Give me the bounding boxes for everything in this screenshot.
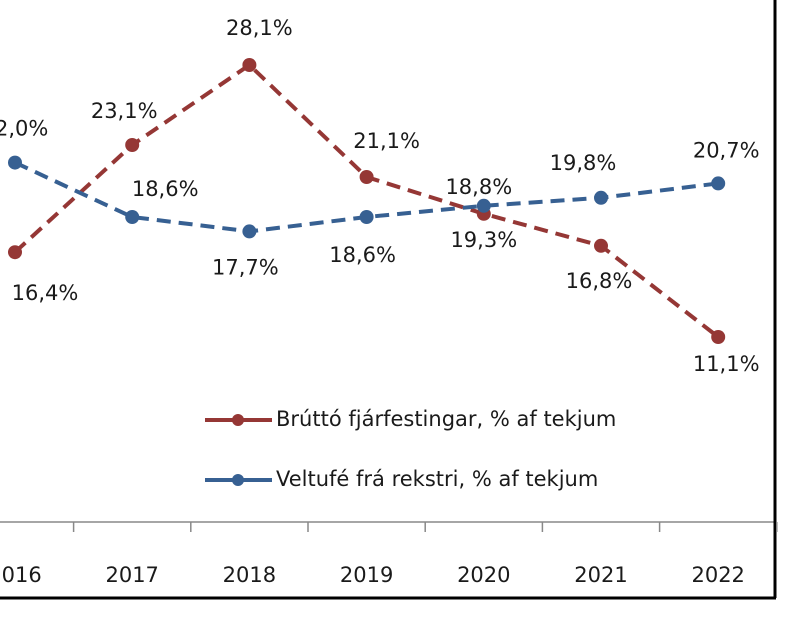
marker: [711, 330, 726, 344]
data-label: 11,1%: [693, 352, 760, 376]
data-label: 18,6%: [132, 177, 199, 201]
data-label: 16,4%: [12, 281, 79, 305]
legend-marker: [232, 414, 244, 426]
marker: [594, 190, 608, 205]
data-label: 17,7%: [212, 255, 279, 279]
data-label: 19,3%: [450, 228, 517, 252]
data-label: 20,7%: [693, 138, 760, 162]
data-label: 23,1%: [91, 99, 158, 123]
marker: [242, 58, 257, 72]
legend-marker: [232, 474, 244, 486]
x-tick-label: 2021: [574, 563, 627, 587]
x-tick-label: 2018: [223, 563, 276, 587]
marker: [476, 198, 491, 213]
marker: [594, 238, 608, 253]
marker: [242, 224, 257, 239]
x-tick-label: 2019: [340, 563, 393, 587]
marker: [8, 155, 22, 170]
data-label: 19,8%: [550, 151, 617, 175]
marker: [711, 176, 726, 191]
data-label: 28,1%: [226, 16, 293, 40]
x-tick-label: 2017: [105, 563, 158, 587]
marker: [125, 138, 140, 152]
marker: [359, 210, 374, 224]
data-label: 18,6%: [329, 243, 396, 267]
data-label: 21,1%: [353, 129, 420, 153]
legend-label: Brúttó fjárfestingar, % af tekjum: [276, 407, 616, 431]
data-label: 22,0%: [0, 117, 48, 141]
x-tick-label: 2020: [457, 563, 510, 587]
x-tick-label: 2016: [0, 563, 42, 587]
marker: [8, 245, 22, 260]
marker: [359, 170, 374, 184]
legend-label: Veltufé frá rekstri, % af tekjum: [276, 467, 598, 491]
x-tick-label: 2022: [691, 563, 744, 587]
marker: [125, 210, 140, 224]
data-label: 16,8%: [566, 269, 633, 293]
data-label: 18,8%: [445, 175, 512, 199]
